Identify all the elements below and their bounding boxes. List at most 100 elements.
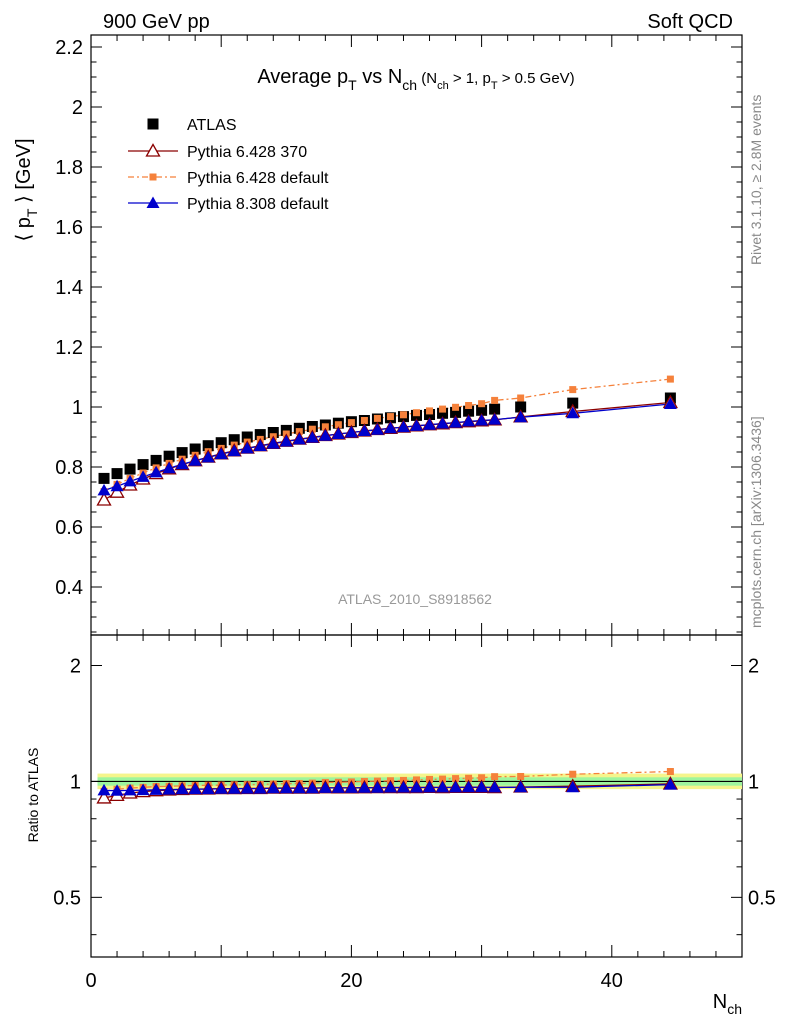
main-y-tick-label: 0.8 [55,457,83,479]
series-1-point [109,484,125,498]
ratio-series-3-point [253,782,267,794]
ratio-y-tick-label: 1 [70,771,81,793]
ratio-series-3-point [663,778,677,790]
series-3-point [566,406,580,419]
atlas-data-point [241,431,253,443]
ratio-series-3-point [266,781,280,794]
atlas-data-point [424,409,436,420]
y-axis-label: ⟨ pT ⟩ [GeV] [13,138,40,241]
series-3-point [357,424,371,436]
ratio-y-tick-label: 2 [70,655,81,677]
series-3-point [162,461,176,474]
atlas-data-point [202,440,214,452]
series-3-point [383,421,397,434]
series-3-point [410,419,423,431]
series-2-point [439,405,447,413]
series-3-point [292,432,306,445]
ratio-series-2-point [569,770,577,778]
series-2-point [413,409,420,417]
atlas-data-point [437,407,449,419]
rivet-version-text: Rivet 3.1.10, ≥ 2.8M events [748,95,764,265]
series-3-point [475,414,489,426]
atlas-data-point [189,443,201,455]
ratio-series-3-point [162,783,176,795]
ratio-series-2-point [439,775,447,783]
ratio-series-2-point [478,774,486,782]
main-y-tick-label: 1.6 [55,217,83,239]
x-axis: 0 20 40 [85,35,743,992]
atlas-data-point [98,472,110,484]
atlas-data-point [280,424,292,436]
ratio-series-3-point [318,781,332,793]
series-3-point [253,439,267,451]
atlas-data-point [228,434,240,446]
legend-label: Pythia 8.308 default [187,196,329,213]
ratio-y-tick-label-right: 0.5 [748,887,776,909]
series-2-point [569,386,577,394]
atlas-data-point [137,459,149,471]
atlas-data-point [124,463,136,475]
ratio-series-3-point [396,781,410,793]
ratio-series-3-point [383,781,397,793]
series-3-point [396,420,410,433]
ratio-series-3-point [175,782,189,795]
atlas-data-point [450,406,462,418]
ratio-series-3-point [279,781,293,794]
ratio-series-2-point [426,775,434,783]
atlas-data-point [567,397,579,409]
series-2-point [478,400,486,408]
series-2-point [334,421,342,429]
ratio-series-3-point [410,781,423,793]
ratio-series-3-point [292,781,306,794]
ratio-series-3-point [201,782,215,795]
ratio-series-3-point [514,780,528,793]
ratio-y-tick-label-right: 2 [748,655,759,677]
ratio-series-2-point [465,774,473,782]
ratio-series-3-point [370,781,384,793]
header-left: 900 GeV pp [103,11,210,33]
series-2-point [373,414,381,422]
series-3-point [423,418,437,430]
series-3-point [488,413,502,425]
ratio-series-3-point [227,782,241,794]
series-3-point [214,447,228,460]
series-3-point [663,397,677,409]
ratio-series-layer [96,768,679,804]
main-y-tick-label: 1 [72,397,83,419]
main-y-tick-label: 0.6 [55,517,83,539]
ratio-series-3-point [423,780,437,793]
ratio-series-3-point [566,780,580,793]
ratio-series-3-point [136,783,150,796]
main-y-tick-label: 1.2 [55,337,83,359]
atlas-data-point [267,427,279,438]
ratio-series-3-point [462,780,476,793]
main-series-layer [96,375,679,506]
atlas-data-point [176,447,188,459]
ratio-line-3 [104,783,671,792]
series-2-point [666,375,674,383]
legend-marker [145,143,161,157]
ratio-y-axis: 0.5 0.5 1 1 2 2 [53,655,776,936]
ratio-series-3-point [449,780,463,793]
header-right: Soft QCD [647,11,733,33]
series-3-point [136,470,150,482]
series-2-point [399,411,407,419]
ratio-series-3-point [149,783,163,795]
ratio-series-3-point [305,781,319,794]
series-3-point [449,416,463,428]
series-3-point [201,450,215,463]
ratio-series-3-point [331,781,345,793]
ratio-series-3-point [240,782,254,794]
ratio-line-2 [103,770,671,793]
series-3-point [344,426,358,438]
ratio-series-3-point [344,781,358,793]
main-y-tick-label: 2 [72,97,83,119]
atlas-data-point [515,401,527,413]
legend-marker [147,118,159,130]
ratio-y-axis-label: Ratio to ATLAS [25,748,41,843]
series-3-point [227,444,241,457]
plot-title: Average pT vs Nch (Nch > 1, pT > 0.5 GeV… [257,66,574,93]
series-line-3 [103,403,671,492]
ratio-series-3-point [123,783,137,796]
